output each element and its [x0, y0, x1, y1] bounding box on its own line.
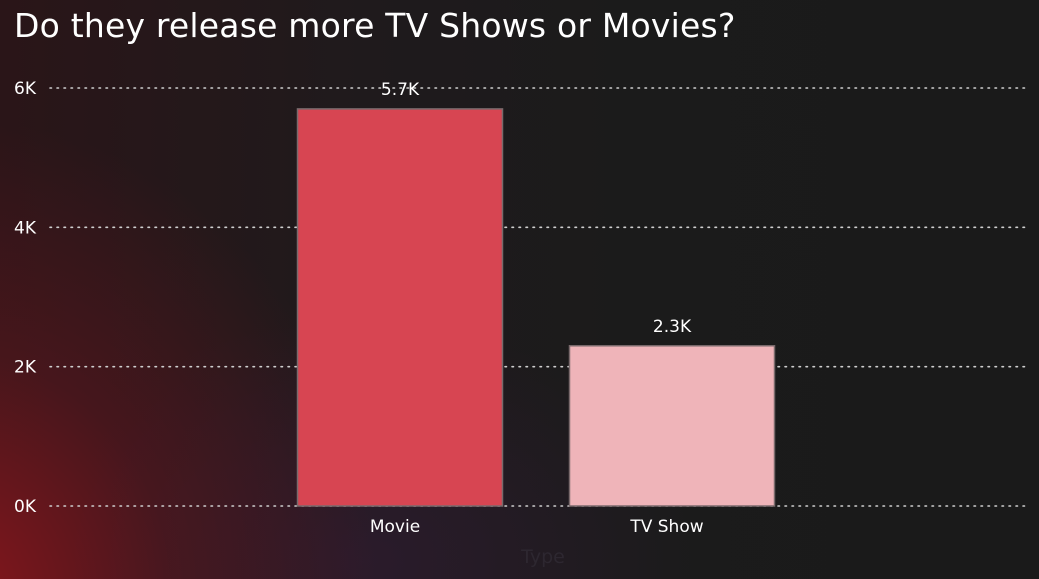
bar	[568, 345, 776, 507]
data-label: 5.7K	[381, 80, 420, 100]
x-tick-label: TV Show	[629, 517, 703, 537]
x-axis-title: Type	[520, 546, 565, 568]
chart-title: Do they release more TV Shows or Movies?	[14, 6, 736, 45]
y-tick-label: 0K	[14, 497, 37, 517]
data-label: 2.3K	[653, 317, 692, 337]
bar	[296, 108, 504, 507]
x-tick-label: Movie	[370, 517, 420, 537]
y-tick-label: 6K	[14, 79, 37, 99]
y-tick-label: 2K	[14, 358, 37, 378]
y-tick-label: 4K	[14, 218, 37, 238]
